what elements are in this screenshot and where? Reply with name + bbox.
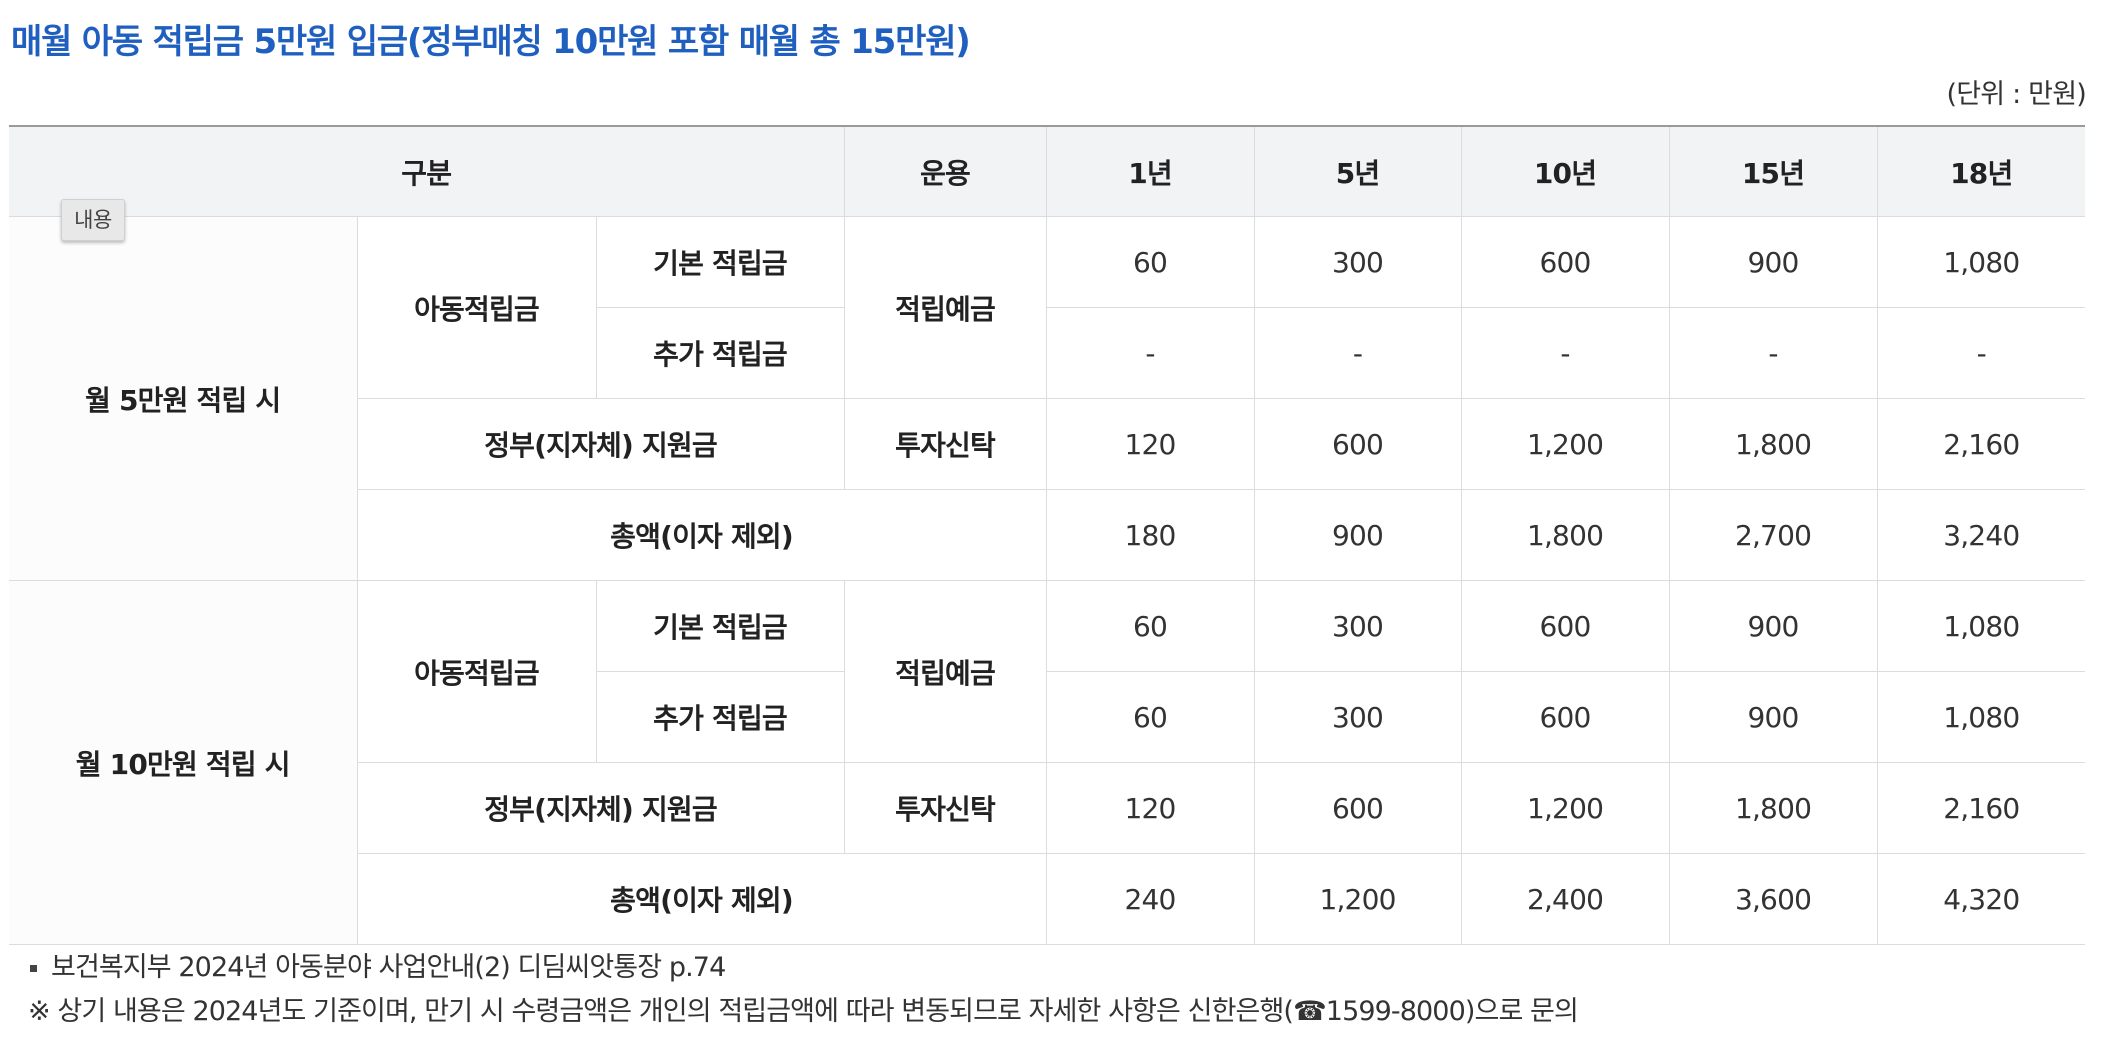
- value-cell: 900: [1253, 489, 1462, 581]
- value-cell: -: [1253, 307, 1462, 399]
- value-cell: 1,200: [1460, 398, 1670, 490]
- savings-table: 구분 운용 1년 5년 10년 15년 18년 월 5만원 적립 시 아동적립금…: [9, 125, 2086, 945]
- extra-savings-label: 추가 적립금: [596, 307, 845, 399]
- source-note-text: 보건복지부 2024년 아동분야 사업안내(2) 디딤씨앗통장 p.74: [51, 952, 726, 983]
- total-label: 총액(이자 제외): [357, 489, 1047, 581]
- group-label: 월 5만원 적립 시: [9, 216, 358, 581]
- value-cell: 3,600: [1668, 853, 1878, 945]
- value-cell: 60: [1045, 671, 1255, 763]
- value-cell: 600: [1460, 216, 1670, 308]
- bullet-icon: [30, 964, 37, 972]
- value-cell: 240: [1045, 853, 1255, 945]
- table-row: 정부(지자체) 지원금 투자신탁 120 600 1,200 1,800 2,1…: [9, 398, 2086, 490]
- header-category: 구분: [9, 126, 845, 217]
- value-cell: 600: [1253, 762, 1462, 854]
- value-cell: -: [1876, 307, 2086, 399]
- value-cell: 1,200: [1253, 853, 1462, 945]
- value-cell: 1,080: [1876, 216, 2086, 308]
- child-savings-label: 아동적립금: [356, 216, 597, 399]
- gov-support-label: 정부(지자체) 지원금: [357, 398, 845, 490]
- value-cell: 1,200: [1460, 762, 1670, 854]
- header-year: 15년: [1668, 126, 1878, 217]
- deposit-operation-label: 적립예금: [843, 580, 1047, 763]
- table-row: 정부(지자체) 지원금 투자신탁 120 600 1,200 1,800 2,1…: [9, 762, 2086, 854]
- deposit-operation-label: 적립예금: [843, 216, 1047, 399]
- value-cell: 3,240: [1876, 489, 2086, 581]
- value-cell: 120: [1045, 398, 1255, 490]
- value-cell: 900: [1668, 580, 1878, 672]
- table-row: 추가 적립금 60 300 600 900 1,080: [9, 671, 2086, 763]
- header-year: 5년: [1253, 126, 1462, 217]
- value-cell: 2,400: [1460, 853, 1670, 945]
- group-label: 월 10만원 적립 시: [9, 580, 358, 945]
- table-row: 월 10만원 적립 시 아동적립금 기본 적립금 적립예금 60 300 600…: [9, 580, 2086, 945]
- value-cell: 900: [1668, 216, 1878, 308]
- extra-savings-label: 추가 적립금: [596, 671, 845, 763]
- trust-operation-label: 투자신탁: [843, 762, 1047, 854]
- page-title: 매월 아동 적립금 5만원 입금(정부매칭 10만원 포함 매월 총 15만원): [11, 22, 971, 62]
- table-header-row: 구분 운용 1년 5년 10년 15년 18년: [9, 126, 2086, 217]
- value-cell: 2,700: [1668, 489, 1878, 581]
- value-cell: 1,800: [1668, 762, 1878, 854]
- header-year: 10년: [1460, 126, 1670, 217]
- value-cell: 300: [1253, 216, 1462, 308]
- unit-label: (단위 : 만원): [1946, 79, 2087, 110]
- header-year: 18년: [1876, 126, 2086, 217]
- header-operation: 운용: [843, 126, 1047, 217]
- total-label: 총액(이자 제외): [357, 853, 1047, 945]
- value-cell: 300: [1253, 671, 1462, 763]
- value-cell: -: [1460, 307, 1670, 399]
- notes-section: 보건복지부 2024년 아동분야 사업안내(2) 디딤씨앗통장 p.74 ※ 상…: [28, 946, 1579, 1034]
- value-cell: 1,800: [1460, 489, 1670, 581]
- value-cell: 4,320: [1876, 853, 2086, 945]
- disclaimer-text: ※ 상기 내용은 2024년도 기준이며, 만기 시 수령금액은 개인의 적립금…: [28, 996, 1579, 1027]
- value-cell: 1,080: [1876, 671, 2086, 763]
- value-cell: 600: [1460, 580, 1670, 672]
- value-cell: -: [1668, 307, 1878, 399]
- content-tooltip: 내용: [61, 199, 125, 241]
- trust-operation-label: 투자신탁: [843, 398, 1047, 490]
- value-cell: 300: [1253, 580, 1462, 672]
- value-cell: 600: [1460, 671, 1670, 763]
- value-cell: 1,800: [1668, 398, 1878, 490]
- value-cell: 900: [1668, 671, 1878, 763]
- value-cell: 600: [1253, 398, 1462, 490]
- value-cell: 2,160: [1876, 762, 2086, 854]
- value-cell: 180: [1045, 489, 1255, 581]
- value-cell: -: [1045, 307, 1255, 399]
- value-cell: 2,160: [1876, 398, 2086, 490]
- table-row: 월 5만원 적립 시 아동적립금 기본 적립금 적립예금 60 300 600 …: [9, 216, 2086, 581]
- header-year: 1년: [1045, 126, 1255, 217]
- child-savings-label: 아동적립금: [356, 580, 597, 763]
- table-row: 총액(이자 제외) 240 1,200 2,400 3,600 4,320: [9, 853, 2086, 945]
- source-note: 보건복지부 2024년 아동분야 사업안내(2) 디딤씨앗통장 p.74: [28, 946, 1578, 990]
- value-cell: 1,080: [1876, 580, 2086, 672]
- value-cell: 120: [1045, 762, 1255, 854]
- gov-support-label: 정부(지자체) 지원금: [357, 762, 845, 854]
- basic-savings-label: 기본 적립금: [595, 216, 845, 308]
- value-cell: 60: [1045, 580, 1255, 672]
- value-cell: 60: [1045, 216, 1255, 308]
- table-row: 총액(이자 제외) 180 900 1,800 2,700 3,240: [9, 489, 2086, 581]
- disclaimer-note: ※ 상기 내용은 2024년도 기준이며, 만기 시 수령금액은 개인의 적립금…: [28, 990, 1579, 1034]
- basic-savings-label: 기본 적립금: [595, 580, 845, 672]
